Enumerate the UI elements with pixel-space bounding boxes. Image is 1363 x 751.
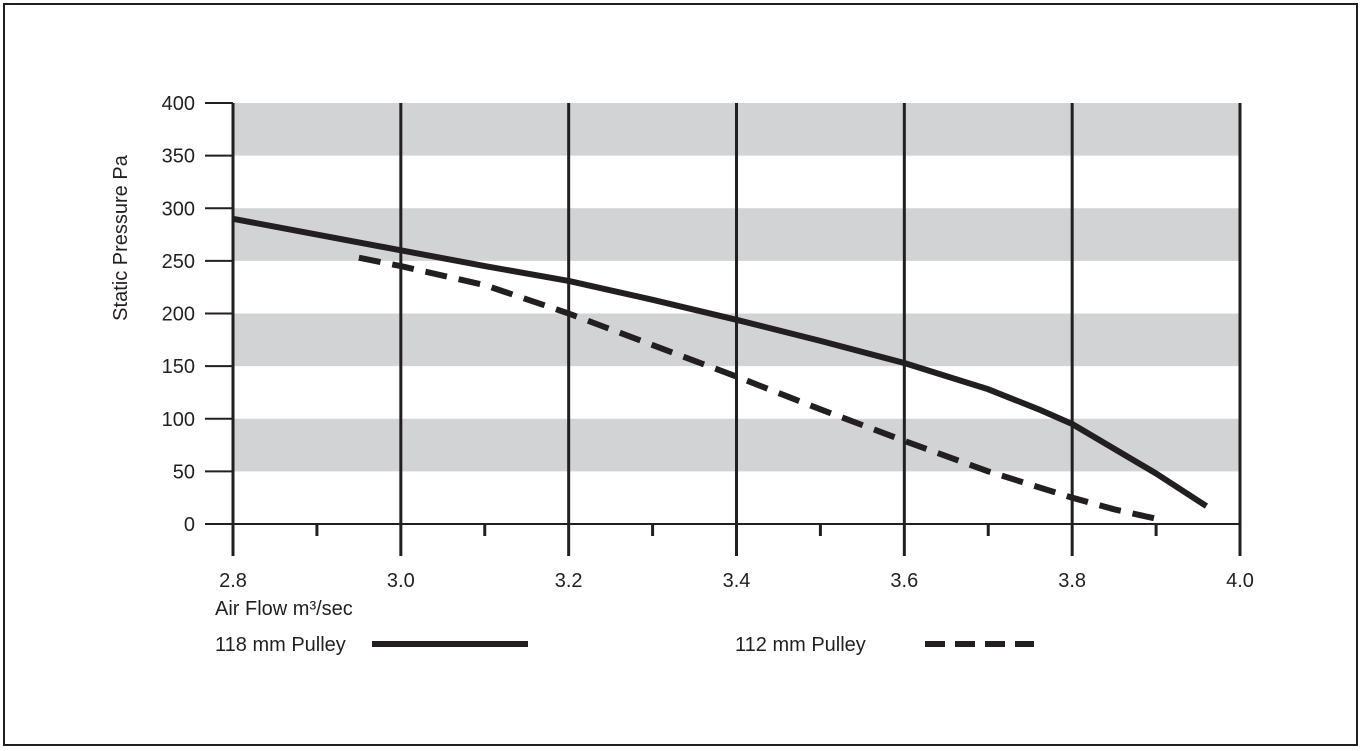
legend-label-112: 112 mm Pulley	[735, 634, 866, 656]
legend-label-118: 118 mm Pulley	[215, 634, 346, 656]
series-line-118mm	[232, 215, 1209, 509]
x-tick-labels: 2.8 3.0 3.2 3.4 3.6 3.8 4.0	[219, 570, 1254, 592]
x-tick-label-3.2: 3.2	[555, 570, 583, 592]
legend: 118 mm Pulley 112 mm Pulley	[215, 634, 1034, 656]
x-tick-label-3.0: 3.0	[387, 570, 415, 592]
axes	[205, 103, 1240, 556]
x-tick-label-3.6: 3.6	[890, 570, 918, 592]
x-tick-label-2.8: 2.8	[219, 570, 247, 592]
x-tick-label-3.8: 3.8	[1058, 570, 1086, 592]
y-tick-label-200: 200	[162, 304, 195, 326]
y-tick-label-0: 0	[184, 514, 195, 536]
y-tick-labels: 0 50 100 150 200 250 300 350 400	[162, 93, 195, 536]
y-tick-label-150: 150	[162, 356, 195, 378]
vertical-gridlines	[399, 103, 1242, 524]
x-tick-label-3.4: 3.4	[723, 570, 751, 592]
x-axis-label: Air Flow m³/sec	[215, 598, 353, 620]
y-tick-label-50: 50	[173, 461, 195, 483]
y-tick-label-350: 350	[162, 146, 195, 168]
series-lines	[232, 215, 1209, 522]
tick-marks	[205, 102, 1242, 556]
y-tick-label-300: 300	[162, 198, 195, 220]
x-tick-label-4.0: 4.0	[1226, 570, 1254, 592]
y-tick-label-100: 100	[162, 409, 195, 431]
y-tick-label-400: 400	[162, 93, 195, 115]
series-line-112mm	[358, 254, 1157, 522]
y-tick-label-250: 250	[162, 251, 195, 273]
y-axis-label: Static Pressure Pa	[110, 154, 132, 321]
